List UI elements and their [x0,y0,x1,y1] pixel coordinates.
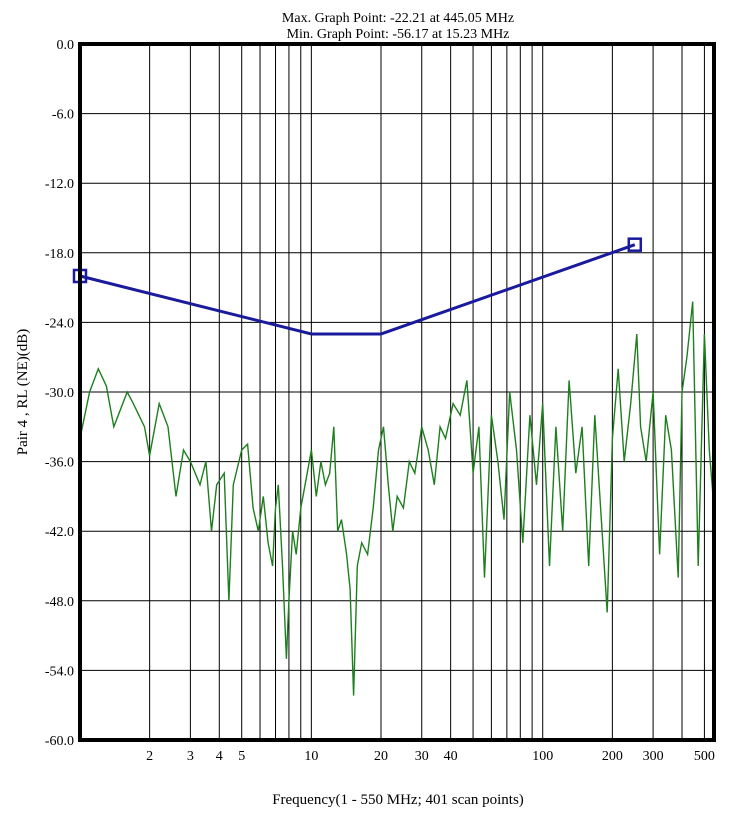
y-tick-label: -18.0 [45,247,74,262]
y-tick-label: -42.0 [45,525,74,540]
x-tick-label: 10 [304,749,318,764]
grid-lines [80,43,714,741]
y-axis-label: Pair 4 , RL (NE)(dB) [15,329,31,456]
limit-marker [627,237,643,252]
limit-line [79,243,636,336]
y-tick-label: -54.0 [45,664,74,679]
y-tick-label: 0.0 [57,38,75,53]
x-tick-labels: 2 3 4 5 10 20 30 40 100 200 300 500 [146,749,715,764]
chart-subtitle: Min. Graph Point: -56.17 at 15.23 MHz [287,27,510,42]
x-tick-label: 100 [532,749,553,764]
x-axis-label: Frequency(1 - 550 MHz; 401 scan points) [272,792,524,808]
x-tick-label: 300 [643,749,664,764]
x-tick-label: 3 [187,749,194,764]
x-tick-label: 2 [146,749,153,764]
y-tick-label: -24.0 [45,316,74,331]
y-tick-labels: 0.0 -6.0 -12.0 -18.0 -24.0 -30.0 -36.0 -42.0 -48… [45,38,74,749]
x-tick-label: 5 [238,749,245,764]
x-tick-label: 500 [694,749,715,764]
y-tick-label: -6.0 [52,108,74,123]
measured-return-loss-line [79,301,715,696]
chart-title: Max. Graph Point: -22.21 at 445.05 MHz [282,11,514,26]
y-tick-label: -36.0 [45,456,74,471]
y-tick-label: -48.0 [45,595,74,610]
plot-frame [78,42,716,742]
y-tick-label: -30.0 [45,386,74,401]
y-tick-label: -60.0 [45,734,74,749]
x-tick-label: 40 [444,749,458,764]
x-tick-label: 200 [602,749,623,764]
x-tick-label: 30 [415,749,429,764]
y-tick-label: -12.0 [45,177,74,192]
x-tick-label: 4 [216,749,223,764]
x-tick-label: 20 [374,749,388,764]
limit-markers [72,237,643,284]
